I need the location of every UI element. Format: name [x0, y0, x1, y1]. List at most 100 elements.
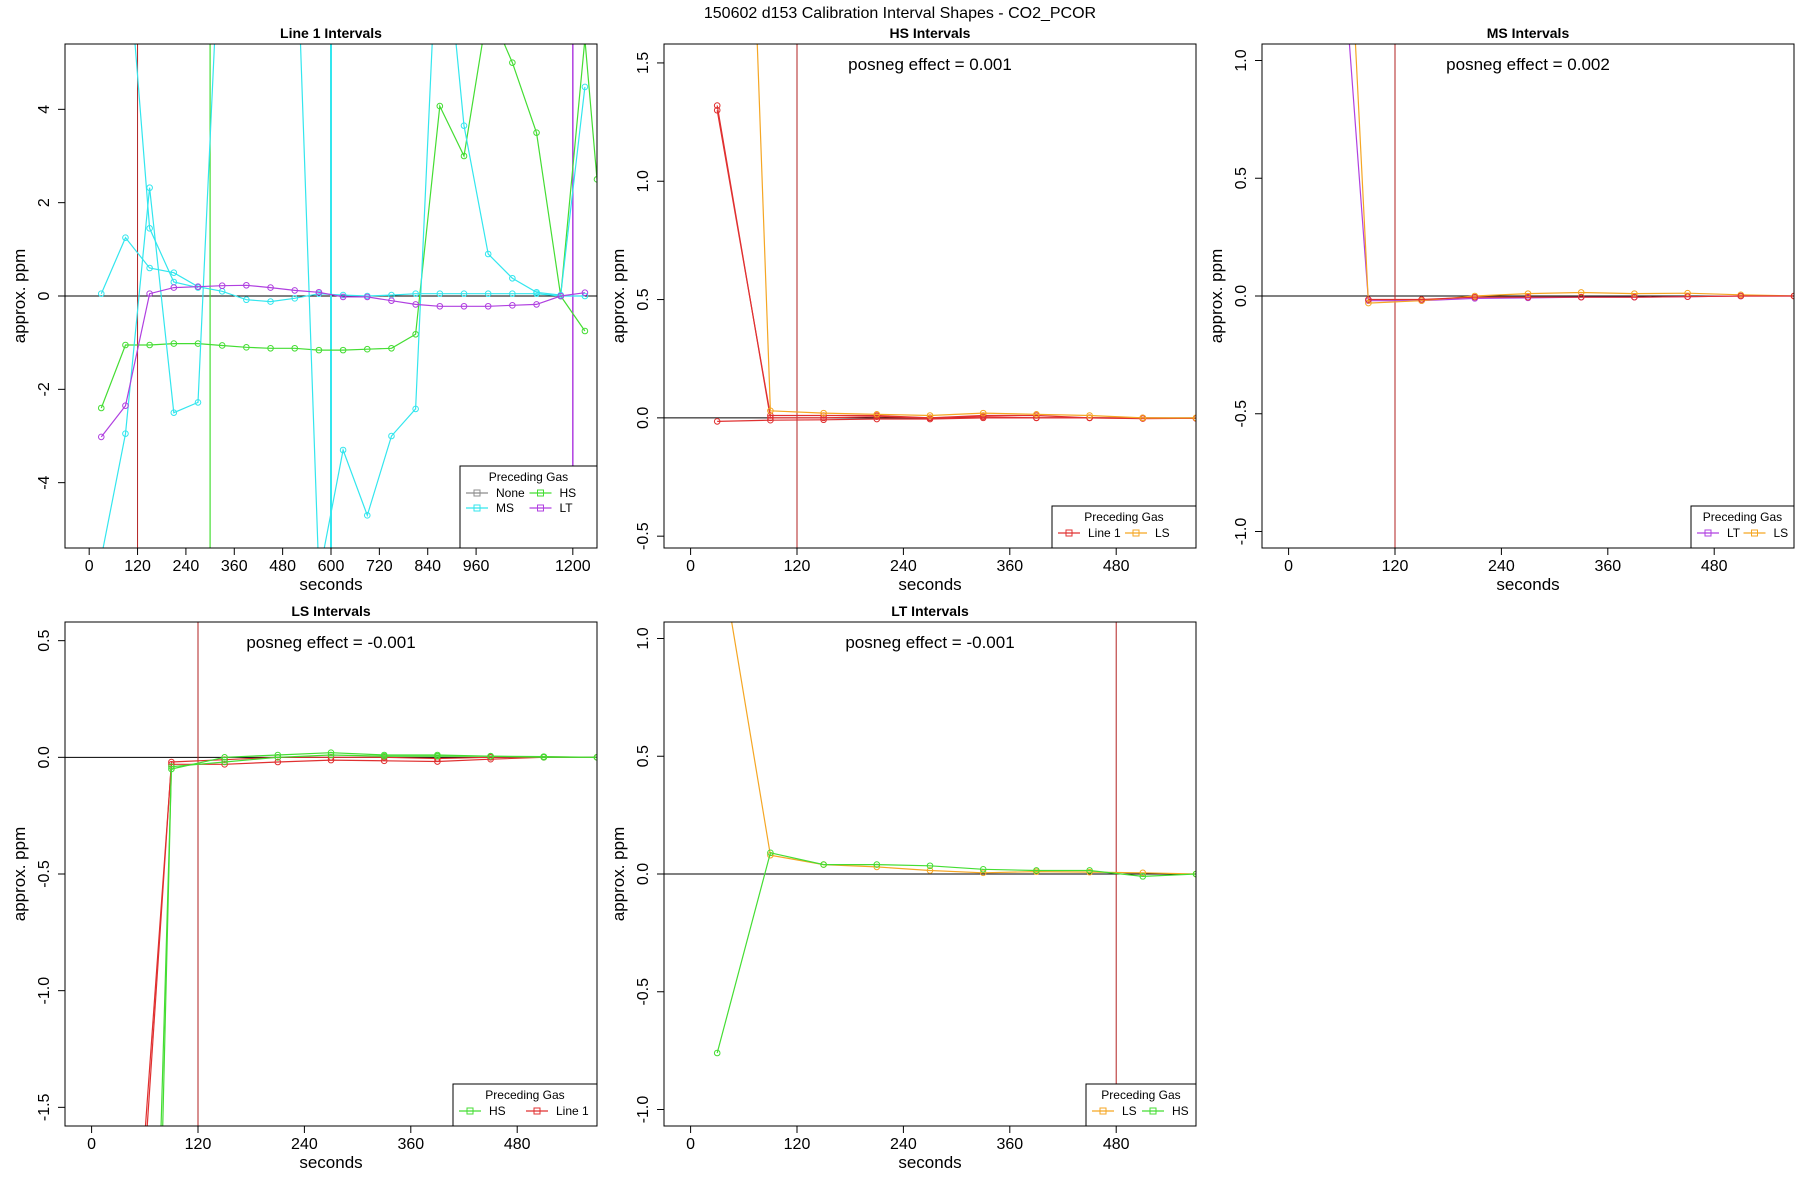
y-tick-label: 0.5	[635, 288, 652, 310]
data-point	[267, 298, 274, 305]
x-tick-label: 360	[996, 1136, 1023, 1153]
data-point	[243, 281, 250, 289]
data-point	[1346, 34, 1352, 40]
data-point	[1684, 293, 1691, 301]
data-point	[97, 290, 105, 297]
series-line-hs	[560, 44, 597, 297]
legend-entry-label: LS	[1774, 526, 1789, 540]
plot-area	[65, 44, 597, 561]
series-line-line-1	[716, 105, 1196, 419]
y-tick-label: 0.0	[635, 407, 652, 429]
data-point	[979, 409, 987, 417]
chart-panel-4: LS Intervals 0 120 240 360 480 seconds -1.5 -1.0…	[10, 603, 598, 1172]
series-line-hs	[716, 852, 1196, 1054]
x-tick-label: 960	[463, 558, 490, 575]
posneg-annotation: posneg effect = 0.002	[1446, 55, 1610, 74]
data-point	[713, 1049, 721, 1057]
data-point	[170, 284, 178, 291]
y-tick-label: -1.0	[635, 1096, 652, 1124]
chart-panel-5: LT Intervals 0 120 240 360 480 seconds -1.0 -0.5…	[609, 603, 1197, 1172]
x-tick-label: 480	[504, 1136, 531, 1153]
data-point	[979, 865, 987, 873]
legend-swatch-marker	[537, 489, 544, 497]
data-point	[509, 290, 516, 297]
x-tick-label: 480	[1103, 1136, 1130, 1153]
legend-swatch-marker	[1751, 529, 1758, 537]
data-point	[460, 290, 468, 297]
data-point	[581, 327, 589, 335]
data-point	[221, 754, 228, 761]
x-tick-label: 0	[85, 558, 94, 575]
data-point	[274, 758, 282, 766]
x-tick-label: 360	[1594, 558, 1621, 575]
legend-entry-label: MS	[496, 501, 514, 515]
data-point	[484, 290, 492, 297]
data-point	[412, 301, 419, 308]
data-point	[388, 297, 395, 304]
x-tick-label: 240	[890, 1136, 917, 1153]
series-line-line-1	[1368, 295, 1794, 301]
legend-entry-label: LT	[560, 501, 574, 515]
legend-swatch-marker	[473, 489, 481, 497]
data-point	[820, 416, 827, 424]
y-tick-label: 0.0	[1233, 285, 1250, 307]
data-point	[98, 555, 104, 561]
panel-title: Line 1 Intervals	[280, 25, 382, 41]
legend-entry-label: HS	[489, 1104, 506, 1118]
y-axis-label: approx. ppm	[1207, 249, 1226, 344]
data-point	[218, 342, 226, 349]
data-point	[380, 752, 388, 760]
legend: Preceding Gas HS Line 1	[452, 1083, 598, 1127]
chart-panel-2: HS Intervals 0 120 240 360 480 seconds -0.5 0.0 0…	[609, 25, 1197, 594]
plot-area	[1262, 34, 1794, 548]
y-tick-label: 1.0	[635, 170, 652, 192]
posneg-annotation: posneg effect = 0.001	[848, 55, 1012, 74]
data-point	[1684, 289, 1691, 297]
series-line-lt	[1348, 44, 1794, 302]
data-point	[170, 409, 178, 416]
data-point	[926, 862, 934, 870]
data-point	[1737, 292, 1745, 300]
legend: Preceding Gas LT LS	[1690, 505, 1795, 549]
x-tick-label: 0	[87, 1136, 96, 1153]
y-tick-label: -0.5	[36, 860, 53, 888]
x-tick-label: 240	[1488, 558, 1515, 575]
data-point	[1086, 867, 1093, 874]
data-point	[267, 344, 274, 352]
data-point	[533, 301, 540, 308]
data-point	[820, 409, 827, 417]
legend-entry-label: Line 1	[1088, 526, 1121, 540]
x-axis-label: seconds	[898, 1153, 961, 1172]
data-point	[1631, 290, 1638, 297]
posneg-annotation: posneg effect = -0.001	[246, 633, 415, 652]
data-point	[713, 106, 721, 114]
data-point	[327, 751, 335, 759]
series-line-line-1	[144, 756, 597, 1126]
x-tick-label: 0	[686, 1136, 695, 1153]
data-point	[754, 36, 760, 42]
data-point	[926, 867, 934, 874]
data-point	[460, 122, 468, 129]
data-point	[221, 758, 228, 766]
data-point	[142, 1133, 148, 1139]
data-point	[713, 418, 721, 425]
plot-area	[664, 622, 1196, 1126]
panel-title: LS Intervals	[291, 603, 371, 619]
data-point	[767, 849, 774, 857]
data-point	[339, 293, 347, 301]
legend-box	[452, 1083, 598, 1127]
data-point	[274, 754, 282, 761]
data-point	[509, 274, 516, 282]
data-point	[122, 234, 129, 241]
data-point	[1524, 290, 1532, 297]
y-tick-label: -1.0	[36, 977, 53, 1005]
y-tick-label: 0.5	[1233, 167, 1250, 189]
data-point	[97, 404, 105, 412]
data-point	[1086, 412, 1093, 419]
data-point	[1418, 296, 1425, 303]
series-line-line-1	[146, 756, 597, 1126]
x-tick-label: 120	[185, 1136, 212, 1153]
legend-entry-label: HS	[560, 486, 577, 500]
